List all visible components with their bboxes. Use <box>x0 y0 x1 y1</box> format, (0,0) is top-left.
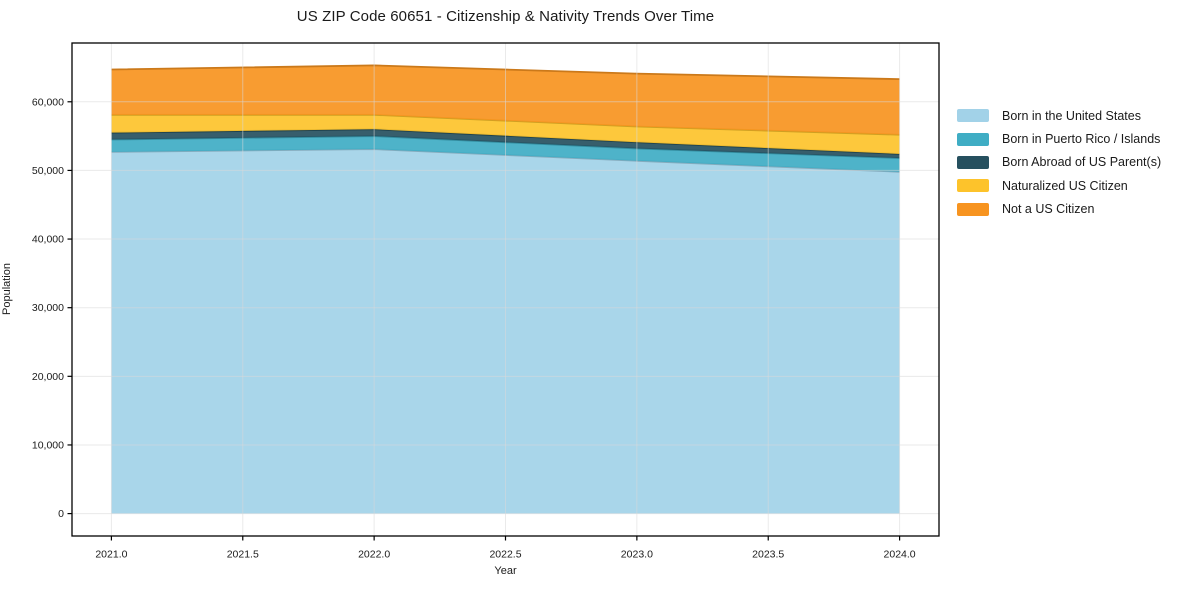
x-axis-label: Year <box>494 565 517 577</box>
y-tick-label: 50,000 <box>32 165 64 177</box>
y-tick-label: 60,000 <box>32 96 64 108</box>
x-tick-label: 2021.0 <box>95 549 127 561</box>
legend-swatch <box>957 179 989 193</box>
legend-item: Born Abroad of US Parent(s) <box>957 151 1161 174</box>
legend-item: Born in Puerto Rico / Islands <box>957 127 1161 150</box>
legend-swatch <box>957 202 989 216</box>
x-tick-label: 2023.5 <box>752 549 784 561</box>
y-tick-label: 0 <box>58 508 64 520</box>
legend-label: Born in the United States <box>1002 108 1141 123</box>
legend-label: Born Abroad of US Parent(s) <box>1002 155 1162 170</box>
x-tick-label: 2024.0 <box>884 549 916 561</box>
legend-item: Not a US Citizen <box>957 198 1161 221</box>
area-born-abroad-of-us-parent-s <box>111 129 900 159</box>
legend-label: Naturalized US Citizen <box>1002 178 1128 193</box>
x-tick-label: 2023.0 <box>621 549 653 561</box>
x-tick-label: 2022.5 <box>489 549 521 561</box>
legend-label: Born in Puerto Rico / Islands <box>1002 132 1161 147</box>
legend-swatch <box>957 132 989 146</box>
legend-swatch <box>957 109 989 123</box>
legend-item: Naturalized US Citizen <box>957 174 1161 197</box>
legend: Born in the United States Born in Puerto … <box>957 104 1161 221</box>
x-tick-label: 2021.5 <box>227 549 259 561</box>
legend-label: Not a US Citizen <box>1002 202 1095 217</box>
y-tick-label: 40,000 <box>32 234 64 246</box>
legend-swatch <box>957 155 989 169</box>
chart-title: US ZIP Code 60651 - Citizenship & Nativi… <box>296 8 715 25</box>
y-tick-label: 30,000 <box>32 302 64 314</box>
legend-item: Born in the United States <box>957 104 1161 127</box>
y-tick-label: 10,000 <box>32 439 64 451</box>
y-axis-label: Population <box>1 263 13 315</box>
x-tick-label: 2022.0 <box>358 549 390 561</box>
y-tick-label: 20,000 <box>32 371 64 383</box>
